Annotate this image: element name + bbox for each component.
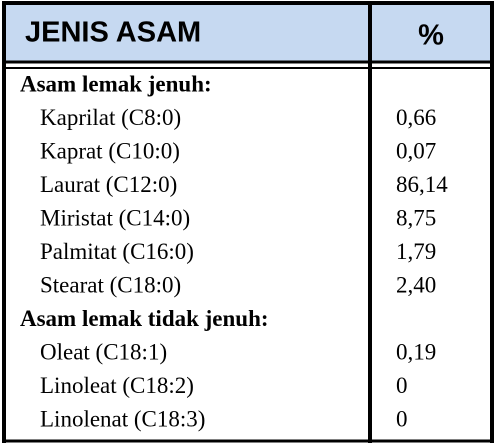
group-title: Asam lemak tidak jenuh: — [20, 306, 269, 331]
row-label: Stearat (C18:0) — [40, 272, 181, 297]
row-label: Laurat (C12:0) — [40, 172, 177, 197]
row-value: 0,19 — [396, 339, 436, 364]
row-value: 8,75 — [396, 205, 436, 230]
row-label: Linoleat (C18:2) — [40, 373, 194, 398]
row-value: 86,14 — [396, 172, 448, 197]
row-label: Miristat (C14:0) — [40, 205, 190, 230]
row-label: Oleat (C18:1) — [40, 339, 167, 364]
row-value: 1,79 — [396, 239, 436, 264]
row-value: 0,66 — [396, 105, 436, 130]
row-label: Linolenat (C18:3) — [40, 406, 205, 431]
row-value: 0,07 — [396, 138, 436, 163]
row-value: 0 — [396, 406, 408, 431]
row-label: Palmitat (C16:0) — [40, 239, 194, 264]
group-title: Asam lemak jenuh: — [20, 71, 212, 96]
row-value: 2,40 — [396, 272, 436, 297]
header-cell: % — [418, 20, 444, 52]
header-cell: JENIS ASAM — [25, 17, 201, 49]
row-label: Kaprilat (C8:0) — [40, 105, 181, 130]
row-label: Kaprat (C10:0) — [40, 138, 180, 163]
row-value: 0 — [396, 373, 408, 398]
header-background — [4, 3, 492, 62]
table-body: Asam lemak jenuh: Kaprilat (C8:0) 0,66 Kapr… — [20, 71, 448, 431]
